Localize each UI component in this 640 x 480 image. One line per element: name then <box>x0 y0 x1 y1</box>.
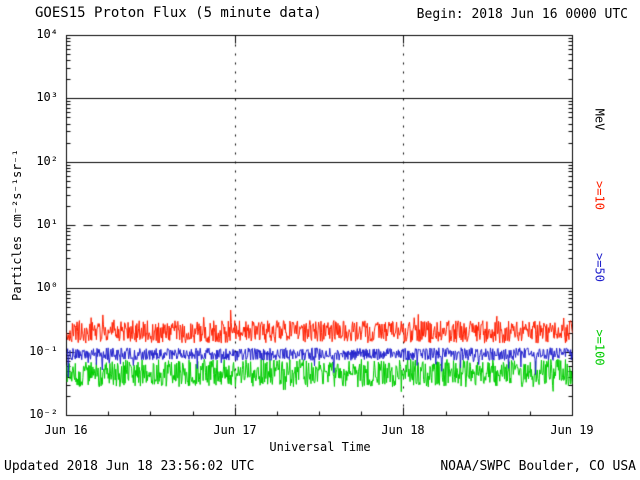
y-tick-1e-2: 10⁻² <box>29 407 58 421</box>
legend-ge100-label: >=100 <box>592 329 607 366</box>
x-tick-jun17: Jun 17 <box>213 423 257 437</box>
chart-title: GOES15 Proton Flux (5 minute data) <box>35 5 322 21</box>
y-tick-1e0: 10⁰ <box>36 280 58 294</box>
legend-ge50-label: >=50 <box>592 253 607 282</box>
x-tick-jun16: Jun 16 <box>44 423 88 437</box>
x-tick-jun19: Jun 19 <box>550 423 594 437</box>
updated-timestamp: Updated 2018 Jun 18 23:56:02 UTC <box>4 459 255 474</box>
x-tick-jun18: Jun 18 <box>381 423 425 437</box>
y-tick-1e3: 10³ <box>36 90 58 104</box>
y-tick-1e1: 10¹ <box>36 217 58 231</box>
x-axis-label: Universal Time <box>269 440 371 454</box>
y-tick-1e4: 10⁴ <box>36 27 58 41</box>
y-tick-1e-1: 10⁻¹ <box>29 344 58 358</box>
y-tick-1e2: 10² <box>36 154 58 168</box>
source-credit: NOAA/SWPC Boulder, CO USA <box>440 459 636 474</box>
begin-timestamp: Begin: 2018 Jun 16 0000 UTC <box>416 7 628 22</box>
